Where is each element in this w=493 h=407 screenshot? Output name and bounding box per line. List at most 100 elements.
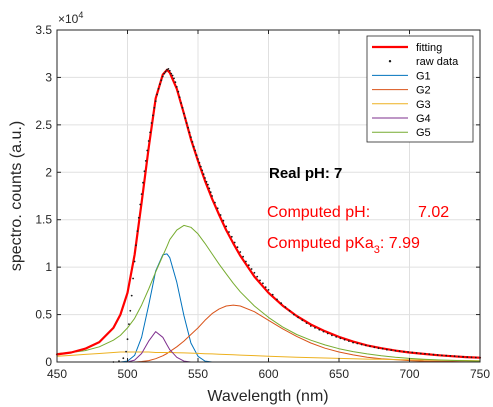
raw-data-point xyxy=(424,352,426,355)
raw-data-point xyxy=(390,349,393,351)
raw-data-point xyxy=(381,347,384,350)
legend-label: G5 xyxy=(416,127,431,139)
raw-data-point xyxy=(373,346,376,349)
raw-data-point xyxy=(183,112,185,115)
raw-data-point xyxy=(214,201,216,204)
raw-data-point xyxy=(199,165,202,168)
raw-data-point xyxy=(331,334,333,337)
x-tick-label: 700 xyxy=(399,367,419,381)
series-line-g3 xyxy=(56,351,481,362)
raw-data-point xyxy=(262,282,264,285)
raw-data-point xyxy=(152,114,154,117)
raw-data-point xyxy=(201,169,204,172)
y-exponent-label: ×104 xyxy=(58,10,83,26)
raw-data-point xyxy=(173,77,175,80)
y-tick-label: 3 xyxy=(45,70,52,84)
raw-data-point xyxy=(207,183,209,186)
raw-data-point xyxy=(432,353,435,356)
legend-box xyxy=(366,35,474,143)
raw-data-point xyxy=(178,96,181,99)
raw-data-point xyxy=(167,68,170,70)
raw-data-point xyxy=(398,350,401,352)
raw-data-point xyxy=(284,306,287,308)
x-axis-label: Wavelength (nm) xyxy=(207,388,328,405)
raw-data-point xyxy=(309,325,312,327)
y-tick-label: 0.5 xyxy=(35,308,52,322)
raw-data-point xyxy=(127,323,130,325)
y-tick-label: 0 xyxy=(45,355,52,369)
raw-data-point xyxy=(466,356,469,358)
raw-data-point xyxy=(192,145,195,148)
raw-data-point xyxy=(403,350,405,353)
raw-data-point xyxy=(175,86,178,88)
raw-data-point xyxy=(386,348,388,351)
raw-data-point xyxy=(364,344,367,347)
legend-label: G2 xyxy=(416,85,431,97)
raw-data-point xyxy=(280,302,283,305)
ticks: 450 500 550 600 650 700 750 0 0.5 1 1.5 2 2.5 3 3.5 xyxy=(35,23,490,381)
raw-data-point xyxy=(288,309,291,312)
raw-data-point xyxy=(197,158,199,160)
raw-data-point xyxy=(198,161,201,164)
raw-data-point xyxy=(171,74,174,77)
y-tick-label: 2.5 xyxy=(35,118,52,132)
legend-label: G4 xyxy=(416,113,431,125)
raw-data-point xyxy=(204,177,206,179)
raw-data-point xyxy=(126,338,129,341)
legend-label: G1 xyxy=(416,70,431,82)
y-tick-label: 1 xyxy=(45,260,52,274)
raw-data-point xyxy=(143,170,146,173)
raw-data-point xyxy=(132,277,135,280)
raw-data-point xyxy=(211,195,214,197)
computed-pka-label: Computed pKa xyxy=(267,235,374,252)
raw-data-point xyxy=(233,241,236,244)
raw-data-point xyxy=(190,136,192,139)
computed-ph-value: 7.02 xyxy=(418,204,449,221)
x-tick-label: 600 xyxy=(258,367,278,381)
raw-data-point xyxy=(360,343,363,346)
raw-data-point xyxy=(170,72,173,75)
raw-data-point xyxy=(236,246,239,249)
raw-data-point xyxy=(247,264,250,267)
raw-data-point xyxy=(140,193,143,196)
legend-entries: fitting raw data G1 G2 G3 G4 G5 xyxy=(372,42,459,139)
raw-data-point xyxy=(415,352,418,354)
raw-data-point xyxy=(428,353,431,356)
raw-data-point xyxy=(348,340,350,342)
raw-data-point xyxy=(133,260,136,263)
raw-data-point xyxy=(271,293,274,296)
raw-data-point xyxy=(144,160,147,162)
raw-data-point xyxy=(205,180,208,183)
raw-data-point xyxy=(343,338,346,341)
raw-data-point xyxy=(305,322,308,324)
raw-data-point xyxy=(163,72,166,75)
raw-data-point xyxy=(377,347,380,350)
raw-data-point xyxy=(153,106,156,109)
raw-data-point xyxy=(164,70,167,73)
raw-data-point xyxy=(129,309,132,312)
raw-data-point xyxy=(239,251,242,253)
raw-data-point xyxy=(222,219,225,222)
raw-data-point xyxy=(159,83,161,85)
raw-data-point xyxy=(191,141,194,143)
x-tick-label: 500 xyxy=(117,367,137,381)
raw-data-point xyxy=(276,298,278,301)
x-tick-label: 750 xyxy=(470,367,490,381)
legend-label: fitting xyxy=(416,42,442,54)
raw-data-point xyxy=(264,286,267,288)
y-tick-label: 2 xyxy=(45,165,52,179)
raw-data-point xyxy=(449,355,452,357)
raw-data-point xyxy=(160,79,163,82)
raw-data-point xyxy=(267,289,270,291)
legend-marker xyxy=(388,60,392,63)
raw-data-point xyxy=(250,268,253,270)
raw-data-point xyxy=(202,173,205,176)
raw-data-point xyxy=(436,354,439,356)
raw-data-point xyxy=(216,207,219,210)
annotations: Real pH: 7 Computed pH: 7.02 Computed pK… xyxy=(267,165,449,256)
raw-data-point xyxy=(474,356,477,359)
raw-data-point xyxy=(394,349,397,352)
raw-data-point xyxy=(219,214,222,216)
raw-data-point xyxy=(185,122,188,124)
